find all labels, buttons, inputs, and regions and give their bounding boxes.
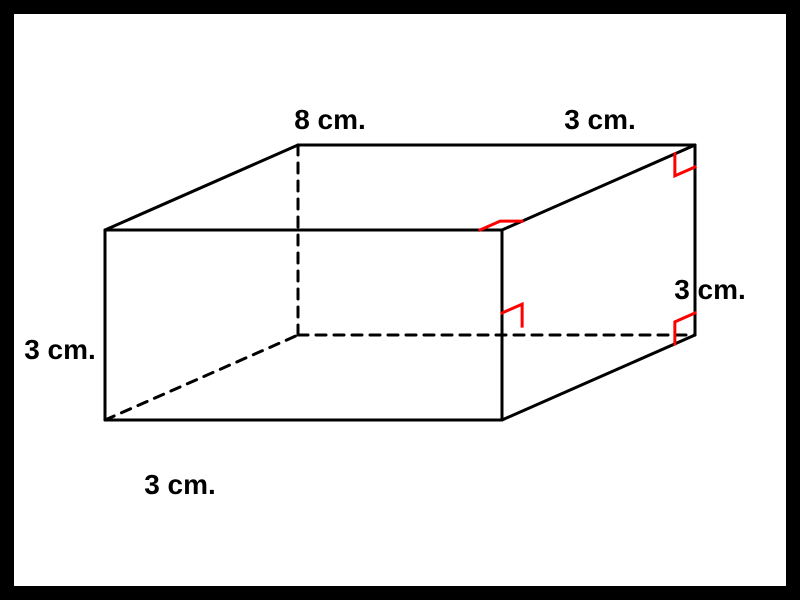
label-left-height: 3 cm.: [24, 334, 96, 366]
label-bottom-depth: 3 cm.: [144, 469, 216, 501]
label-right-height: 3 cm.: [674, 274, 746, 306]
label-top-depth: 3 cm.: [564, 104, 636, 136]
label-top-length: 8 cm.: [294, 104, 366, 136]
